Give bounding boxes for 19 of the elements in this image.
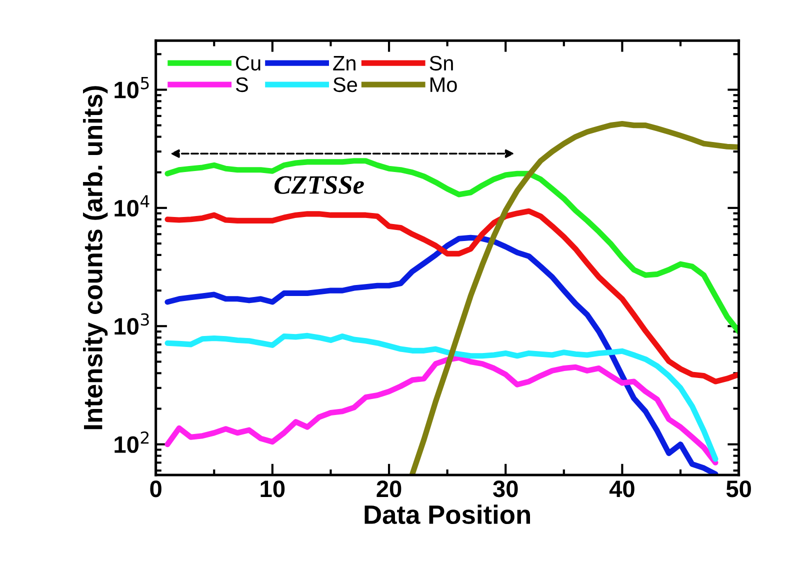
legend-label: Sn [430, 56, 453, 71]
y-axis-title: Intensity counts (arb. units) [83, 86, 108, 430]
y-tick-label: 10$^{5}$ [114, 77, 149, 98]
x-tick-label: 40 [609, 480, 634, 498]
x-tick-label: 30 [493, 480, 518, 498]
x-tick-label: 20 [376, 480, 402, 498]
y-tick-label: 10$^{2}$ [114, 431, 149, 453]
x-tick-label: 10 [260, 480, 285, 498]
annotation: CZTSSe [274, 176, 364, 194]
y-tick-label: 10$^{3}$ [114, 313, 149, 335]
legend-label: Mo [430, 78, 457, 92]
x-tick-label: 0 [150, 480, 162, 498]
x-tick-label: 50 [726, 480, 751, 498]
x-axis-title: Data Position [364, 504, 530, 524]
legend-label: Zn [333, 56, 356, 70]
legend-label: Se [333, 77, 358, 92]
legend-label: S [236, 77, 248, 92]
y-tick-label: 10$^{4}$ [114, 195, 150, 217]
legend-label: Cu [236, 56, 260, 71]
